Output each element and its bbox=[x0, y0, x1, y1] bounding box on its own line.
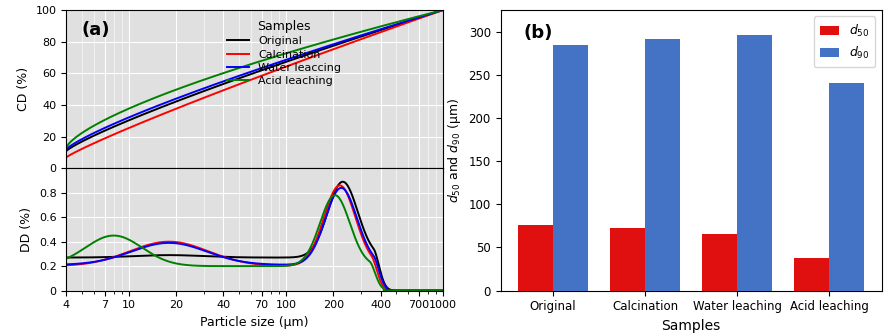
Text: (b): (b) bbox=[524, 24, 553, 42]
Bar bbox=[645, 38, 680, 291]
Text: (a): (a) bbox=[82, 21, 110, 39]
Water leaccing bbox=[438, 8, 448, 12]
X-axis label: Samples: Samples bbox=[662, 319, 720, 333]
Calcination bbox=[81, 145, 91, 149]
Calcination bbox=[438, 8, 448, 12]
Water leaccing bbox=[234, 74, 245, 78]
Bar bbox=[794, 258, 829, 291]
Calcination bbox=[426, 12, 437, 16]
Bar bbox=[610, 227, 645, 291]
Original bbox=[81, 138, 91, 142]
Original bbox=[358, 34, 369, 38]
Original bbox=[427, 11, 438, 15]
Bar bbox=[518, 225, 553, 291]
Acid leaching bbox=[245, 62, 255, 66]
Calcination bbox=[358, 36, 369, 40]
Original bbox=[438, 8, 448, 12]
Acid leaching bbox=[438, 8, 448, 12]
Original bbox=[61, 149, 72, 153]
Acid leaching bbox=[234, 66, 245, 70]
Line: Calcination: Calcination bbox=[66, 10, 443, 157]
Water leaccing bbox=[427, 11, 438, 15]
Original bbox=[245, 72, 255, 76]
Acid leaching bbox=[61, 146, 72, 150]
Original bbox=[426, 12, 437, 16]
Calcination bbox=[245, 78, 255, 82]
Calcination bbox=[61, 155, 72, 159]
Acid leaching bbox=[81, 129, 91, 133]
Water leaccing bbox=[81, 135, 91, 139]
Y-axis label: CD (%): CD (%) bbox=[17, 67, 30, 111]
Bar bbox=[829, 82, 864, 291]
Line: Original: Original bbox=[66, 10, 443, 151]
Calcination bbox=[427, 12, 438, 16]
Bar bbox=[553, 45, 588, 291]
Bar bbox=[737, 35, 772, 291]
X-axis label: Particle size (μm): Particle size (μm) bbox=[200, 316, 309, 329]
Acid leaching bbox=[427, 11, 438, 15]
Calcination bbox=[234, 82, 245, 86]
Bar bbox=[702, 233, 737, 291]
Acid leaching bbox=[358, 29, 369, 33]
Original bbox=[234, 76, 245, 80]
Water leaccing bbox=[358, 33, 369, 37]
Water leaccing bbox=[426, 11, 437, 15]
Line: Water leaccing: Water leaccing bbox=[66, 10, 443, 149]
Y-axis label: $d_{50}$ and $d_{90}$ (μm): $d_{50}$ and $d_{90}$ (μm) bbox=[446, 98, 463, 203]
Legend: $d_{50}$, $d_{90}$: $d_{50}$, $d_{90}$ bbox=[813, 16, 875, 67]
Water leaccing bbox=[61, 147, 72, 151]
Acid leaching bbox=[426, 11, 437, 15]
Legend: Original, Calcination, Water leaccing, Acid leaching: Original, Calcination, Water leaccing, A… bbox=[222, 16, 346, 91]
Line: Acid leaching: Acid leaching bbox=[66, 10, 443, 148]
Y-axis label: DD (%): DD (%) bbox=[20, 207, 34, 252]
Water leaccing bbox=[245, 70, 255, 74]
